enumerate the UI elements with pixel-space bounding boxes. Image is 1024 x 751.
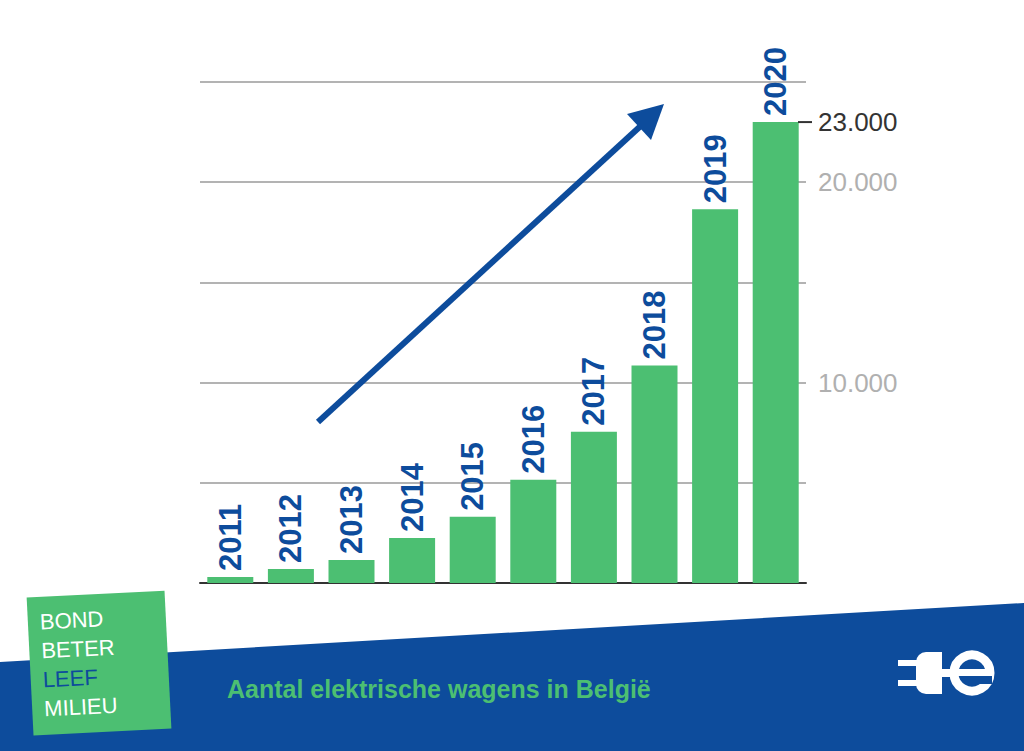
svg-text:2018: 2018: [637, 291, 672, 360]
svg-text:20.000: 20.000: [818, 167, 898, 197]
svg-text:2013: 2013: [334, 485, 369, 554]
svg-text:Aantal elektrische wagens in B: Aantal elektrische wagens in België: [227, 675, 651, 703]
svg-text:2016: 2016: [516, 405, 551, 474]
svg-text:2017: 2017: [576, 357, 611, 426]
svg-text:2020: 2020: [758, 47, 793, 116]
svg-text:10.000: 10.000: [818, 368, 898, 398]
svg-text:LEEF: LEEF: [42, 665, 98, 693]
svg-text:23.000: 23.000: [818, 107, 898, 137]
svg-text:2011: 2011: [213, 504, 248, 571]
svg-text:2015: 2015: [455, 442, 490, 511]
svg-text:BETER: BETER: [41, 635, 116, 664]
svg-text:2012: 2012: [273, 494, 308, 563]
svg-text:BOND: BOND: [39, 606, 104, 634]
svg-text:2014: 2014: [395, 462, 430, 532]
svg-text:MILIEU: MILIEU: [44, 693, 119, 722]
svg-text:2019: 2019: [698, 134, 733, 203]
